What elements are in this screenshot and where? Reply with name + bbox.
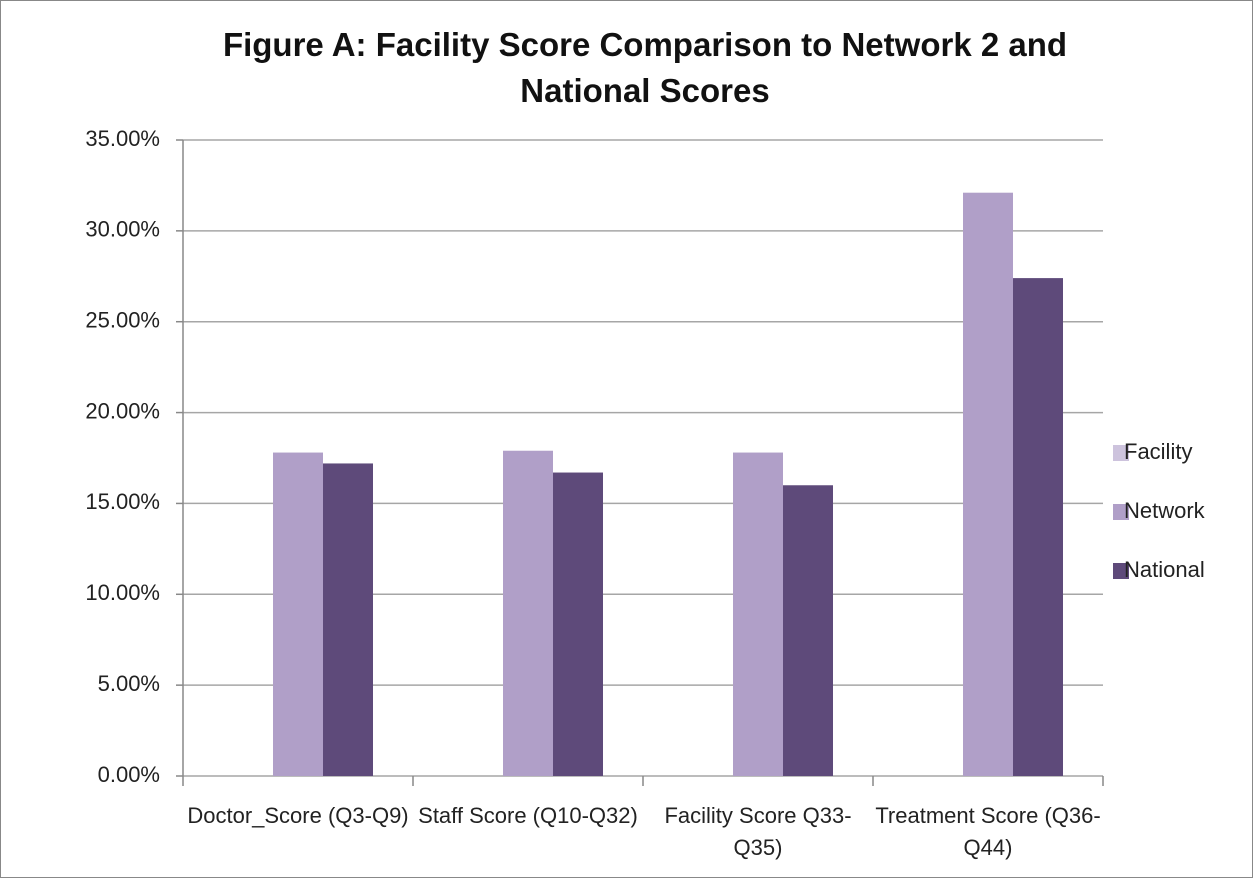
legend-swatch <box>1113 563 1129 579</box>
bar <box>503 450 553 776</box>
bar <box>553 472 603 776</box>
bar <box>783 485 833 776</box>
y-tick-label: 15.00% <box>85 489 160 514</box>
x-tick-label: Staff Score (Q10-Q32) <box>418 803 638 828</box>
y-tick-label: 0.00% <box>98 762 160 787</box>
y-tick-label: 5.00% <box>98 671 160 696</box>
legend-label: National <box>1124 557 1205 582</box>
x-tick-label: Treatment Score (Q36-Q44) <box>875 803 1101 860</box>
chart-title: Figure A: Facility Score Comparison to N… <box>222 26 1068 109</box>
y-tick-label: 25.00% <box>85 308 160 333</box>
x-tick-label: Facility Score Q33-Q35) <box>664 803 852 860</box>
y-tick-label: 10.00% <box>85 580 160 605</box>
bar <box>963 192 1013 776</box>
y-tick-label: 30.00% <box>85 217 160 242</box>
legend-swatch <box>1113 445 1129 461</box>
x-tick-label: Doctor_Score (Q3-Q9) <box>187 803 409 828</box>
bar <box>323 463 373 776</box>
y-tick-label: 35.00% <box>85 126 160 151</box>
y-tick-label: 20.00% <box>85 398 160 423</box>
legend-label: Facility <box>1124 439 1192 464</box>
bar <box>733 452 783 776</box>
bar <box>273 452 323 776</box>
bar <box>1013 278 1063 776</box>
legend-swatch <box>1113 504 1129 520</box>
legend-label: Network <box>1124 498 1206 523</box>
